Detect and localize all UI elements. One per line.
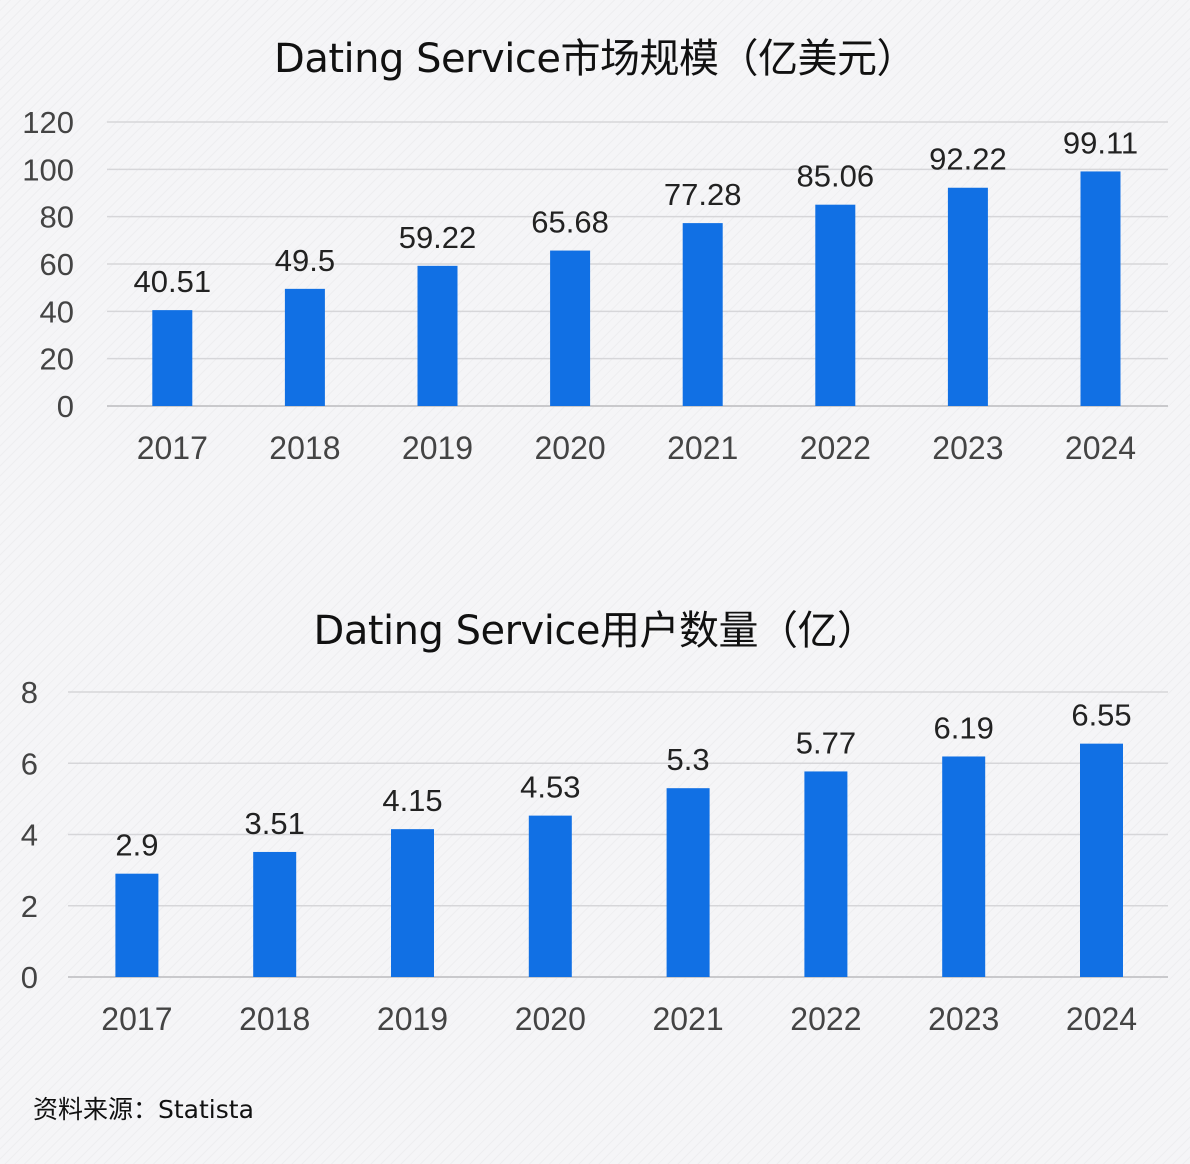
- market-y-tick-label: 0: [57, 389, 74, 424]
- market-value-label: 65.68: [531, 205, 609, 240]
- market-x-tick-label: 2018: [269, 430, 340, 466]
- market-bar-2024: [1080, 171, 1121, 406]
- market-y-tick-label: 100: [22, 152, 74, 187]
- users-value-label: 6.19: [934, 710, 994, 745]
- users-x-tick-label: 2018: [239, 1001, 310, 1037]
- market-y-tick-label: 80: [40, 200, 74, 235]
- users-value-label: 5.3: [667, 742, 710, 777]
- users-bar-2024: [1080, 743, 1123, 977]
- user-count-bar-chart: 0 2 4 6 8 2.9 2017 3.51 2018 4.15 2019 4.53 2020 5.3 2…: [21, 675, 1168, 1037]
- users-bar-2018: [253, 851, 297, 977]
- market-value-label: 92.22: [929, 142, 1007, 177]
- market-x-tick-label: 2024: [1065, 430, 1136, 466]
- users-bar-2020: [528, 815, 572, 977]
- market-value-label: 99.11: [1063, 125, 1138, 160]
- market-bar-2021: [682, 223, 723, 406]
- market-x-tick-label: 2021: [667, 430, 738, 466]
- users-value-label: 4.15: [382, 783, 442, 818]
- source-note: 资料来源：Statista: [33, 1095, 254, 1124]
- market-value-label: 40.51: [134, 264, 212, 299]
- market-y-tick-label: 60: [40, 247, 74, 282]
- chart-title-market-size: Dating Service市场规模（亿美元）: [274, 36, 916, 82]
- market-bar-2019: [417, 265, 458, 406]
- users-bar-2023: [942, 756, 986, 977]
- market-value-label: 49.5: [275, 243, 335, 278]
- market-value-label: 85.06: [797, 159, 875, 194]
- users-x-tick-label: 2021: [653, 1001, 724, 1037]
- market-x-tick-label: 2020: [535, 430, 606, 466]
- users-y-tick-label: 0: [21, 960, 38, 995]
- users-x-tick-label: 2023: [928, 1001, 999, 1037]
- users-y-tick-label: 2: [21, 889, 38, 924]
- market-y-tick-label: 120: [22, 105, 74, 140]
- market-x-tick-label: 2019: [402, 430, 473, 466]
- users-y-tick-label: 4: [21, 818, 38, 853]
- users-x-tick-label: 2022: [790, 1001, 861, 1037]
- market-bar-2018: [284, 288, 325, 406]
- market-bar-2020: [550, 250, 591, 406]
- users-x-tick-label: 2020: [515, 1001, 586, 1037]
- chart-title-user-count: Dating Service用户数量（亿）: [313, 608, 877, 654]
- market-value-label: 59.22: [399, 220, 477, 255]
- users-bar-2017: [115, 873, 159, 977]
- users-value-label: 5.77: [796, 725, 856, 760]
- market-bar-2022: [815, 204, 856, 406]
- users-bar-2021: [666, 788, 710, 977]
- users-value-label: 4.53: [520, 770, 580, 805]
- market-x-tick-label: 2017: [137, 430, 208, 466]
- users-x-tick-label: 2019: [377, 1001, 448, 1037]
- users-y-tick-label: 6: [21, 746, 38, 781]
- market-y-tick-label: 40: [40, 294, 74, 329]
- market-bar-2017: [152, 310, 193, 406]
- market-y-tick-label: 20: [40, 342, 74, 377]
- market-x-tick-label: 2023: [932, 430, 1003, 466]
- users-bar-2019: [391, 829, 434, 977]
- market-bar-2023: [947, 187, 988, 406]
- market-value-label: 77.28: [664, 177, 742, 212]
- users-y-tick-label: 8: [21, 675, 38, 710]
- users-value-label: 3.51: [245, 806, 305, 841]
- users-value-label: 2.9: [115, 828, 158, 863]
- market-size-bar-chart: 0 20 40 60 80 100 120 40.51 2017 49.5 2018 59.22 201…: [22, 105, 1168, 466]
- users-x-tick-label: 2024: [1066, 1001, 1137, 1037]
- market-x-tick-label: 2022: [800, 430, 871, 466]
- users-bar-2022: [804, 771, 848, 977]
- users-x-tick-label: 2017: [101, 1001, 172, 1037]
- users-value-label: 6.55: [1071, 698, 1131, 733]
